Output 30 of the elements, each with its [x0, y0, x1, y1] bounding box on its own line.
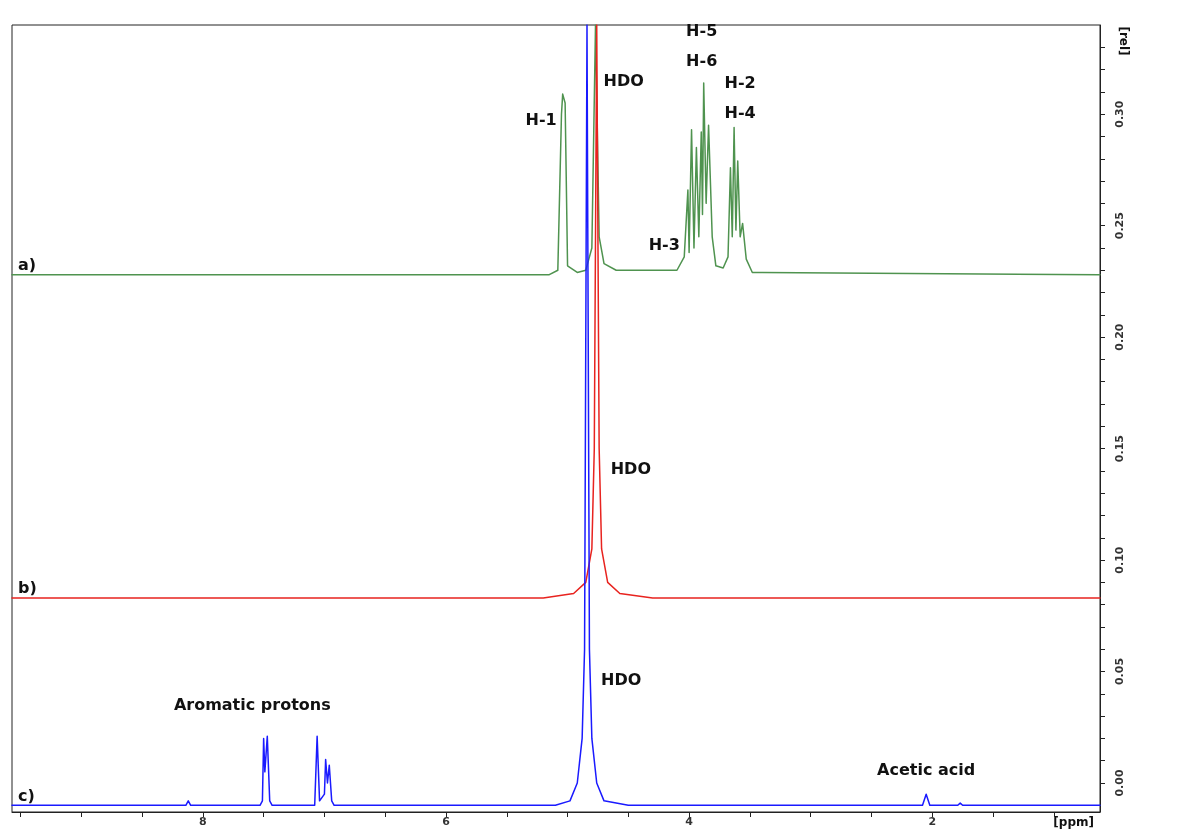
y-tick-label: 0.00	[1113, 769, 1126, 797]
annotation: HDO	[603, 70, 644, 90]
annotation: HDO	[610, 459, 652, 479]
annotation: HDO	[601, 669, 642, 689]
x-tick-label: 2	[928, 815, 937, 828]
annotation: H-6	[686, 51, 718, 71]
x-tick-label: 6	[442, 815, 451, 828]
y-tick-label: 0.05	[1113, 657, 1126, 686]
x-axis-title: [ppm]	[1053, 815, 1094, 829]
line-series	[11, 24, 1101, 807]
y-tick-label: 0.10	[1113, 546, 1126, 574]
y-tick-label: 0.30	[1113, 100, 1126, 128]
line-series	[11, 24, 1101, 599]
annotation: H-2	[724, 73, 756, 93]
y-axis-title: [rel]	[1117, 26, 1131, 56]
annotation: H-1	[525, 109, 557, 129]
annotation: H-3	[648, 235, 680, 255]
y-tick-label: 0.15	[1113, 435, 1126, 463]
series-label: c)	[18, 785, 35, 805]
x-tick-label: 4	[685, 815, 694, 828]
y-tick-label: 0.20	[1113, 323, 1126, 351]
annotation: H-5	[686, 21, 718, 41]
annotation: H-4	[724, 103, 756, 123]
x-tick-label: 8	[199, 815, 207, 828]
y-tick-label: 0.25	[1113, 212, 1126, 240]
line-series	[11, 24, 1101, 276]
series-label: b)	[18, 578, 37, 598]
series-label: a)	[18, 255, 37, 275]
annotation: Acetic acid	[877, 759, 976, 779]
annotation: Aromatic protons	[173, 694, 331, 714]
